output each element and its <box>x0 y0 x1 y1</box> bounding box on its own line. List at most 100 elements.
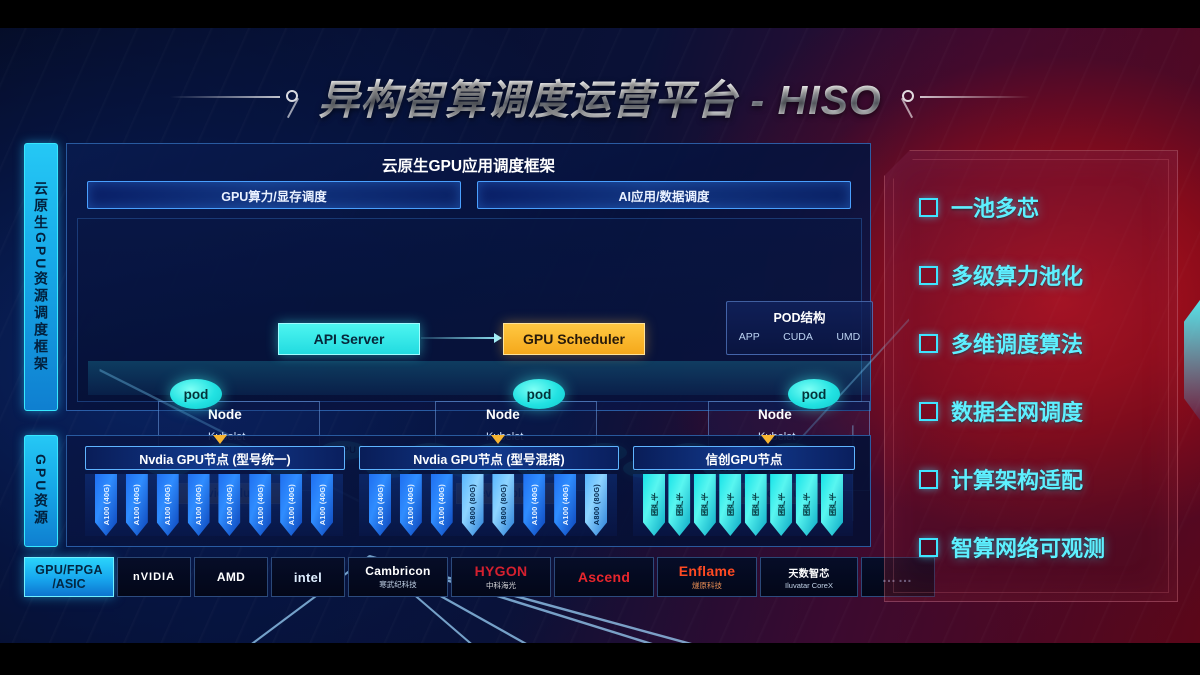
bar-ai-app-data[interactable]: AI应用/数据调度 <box>477 181 851 209</box>
vendor-logo-row: GPU/FPGA/ASIC nVIDIA AMD intel Cambricon 寒武纪科… <box>24 557 935 597</box>
framework-heading: 云原生GPU应用调度框架 <box>381 158 556 175</box>
pod-structure-box: POD结构 APP CUDA UMD <box>726 301 873 355</box>
vendor-logo[interactable]: AMD <box>194 557 268 597</box>
title-rule-left <box>170 96 280 98</box>
api-to-scheduler-arrow <box>421 333 502 343</box>
feature-item-3[interactable]: 多维调度算法 <box>919 327 1083 359</box>
vendor-logo[interactable]: Cambricon 寒武纪科技 <box>348 557 448 597</box>
vendor-name: nVIDIA <box>132 571 176 583</box>
gpu-card[interactable]: A100 (40G) <box>554 474 577 536</box>
gpu-node-bar-3[interactable]: 信创GPU节点 <box>633 446 855 470</box>
title-rule-right <box>920 96 1030 98</box>
vendor-subtitle: Iluvatar CoreX <box>785 580 833 590</box>
vendor-logo[interactable]: Enflame 燧原科技 <box>657 557 757 597</box>
pod-ellipse-2[interactable]: pod <box>513 379 565 409</box>
gpu-card[interactable]: A800 (80G) <box>492 474 515 536</box>
framework-top-bars: GPU算力/显存调度 AI应用/数据调度 <box>67 181 870 209</box>
gpu-card-label: A100 (40G) <box>255 484 265 526</box>
gpu-card[interactable]: 国产卡 <box>668 474 691 536</box>
vendor-name: Enflame <box>678 563 736 579</box>
vendor-logo[interactable]: Ascend <box>554 557 654 597</box>
checkbox-icon <box>919 265 938 285</box>
api-server-box[interactable]: API Server <box>278 323 420 355</box>
gpu-card[interactable]: A100 (40G) <box>187 474 210 536</box>
gpu-node-bar-1[interactable]: Nvdia GPU节点 (型号统一) <box>85 446 345 470</box>
feature-item-1[interactable]: 一池多芯 <box>919 191 1039 223</box>
gpu-resources-panel: Nvdia GPU节点 (型号统一) Nvdia GPU节点 (型号混搭) 信创… <box>66 435 871 547</box>
gpu-card-label: 国产卡 <box>725 493 735 517</box>
feature-panel-inner-border <box>893 159 1169 593</box>
checkbox-icon <box>919 333 938 353</box>
feature-list-panel: 一池多芯多级算力池化多维调度算法数据全网调度计算架构适配智算网络可观测 <box>884 150 1178 602</box>
page-title: 异构智算调度运营平台 - HISO <box>318 66 882 126</box>
gpu-card[interactable]: A100 (40G) <box>95 474 117 536</box>
vendor-logo[interactable]: intel <box>271 557 345 597</box>
vendor-subtitle: 寒武纪科技 <box>379 580 417 589</box>
right-edge-accent <box>1184 300 1200 420</box>
gpu-scheduler-box[interactable]: GPU Scheduler <box>503 323 645 355</box>
vendor-category-label: GPU/FPGA/ASIC <box>24 557 114 597</box>
pod-ellipse-1[interactable]: pod <box>170 379 222 409</box>
vendor-logo[interactable]: 天数智芯 Iluvatar CoreX <box>760 557 858 597</box>
gpu-card[interactable]: A100 (40G) <box>430 474 453 536</box>
pod-structure-title: POD结构 <box>773 311 826 325</box>
vendor-logo[interactable]: nVIDIA <box>117 557 191 597</box>
gpu-card-label: A800 (80G) <box>591 484 601 526</box>
title-dot-right-icon <box>902 90 914 102</box>
gpu-card[interactable]: 国产卡 <box>744 474 767 536</box>
gpu-card[interactable]: A100 (40G) <box>311 474 333 536</box>
feature-item-4[interactable]: 数据全网调度 <box>919 395 1083 427</box>
bar-gpu-compute-memory[interactable]: GPU算力/显存调度 <box>87 181 461 209</box>
letterbox-bottom <box>0 643 1200 675</box>
gpu-card[interactable]: A100 (40G) <box>369 474 391 536</box>
gpu-card[interactable]: A100 (40G) <box>218 474 241 536</box>
gpu-card-label: A100 (40G) <box>286 484 296 526</box>
gpu-card[interactable]: A100 (40G) <box>523 474 546 536</box>
gpu-card[interactable]: A800 (80G) <box>461 474 484 536</box>
arrow-down-2-icon <box>491 435 505 444</box>
pod-layer-app: APP <box>738 331 760 343</box>
gpu-card[interactable]: A800 (80G) <box>585 474 607 536</box>
gpu-card-label: A100 (40G) <box>101 484 111 526</box>
gpu-card-label: A100 (40G) <box>132 484 142 526</box>
gpu-card[interactable]: 国产卡 <box>821 474 843 536</box>
gpu-card-label: 国产卡 <box>751 493 761 517</box>
vendor-name: Ascend <box>577 569 631 585</box>
gpu-card[interactable]: 国产卡 <box>693 474 716 536</box>
gpu-card[interactable]: A100 (40G) <box>249 474 272 536</box>
gpu-card[interactable]: A100 (40G) <box>399 474 422 536</box>
gpu-card[interactable]: 国产卡 <box>795 474 818 536</box>
gpu-card[interactable]: A100 (40G) <box>125 474 148 536</box>
pod-ellipse-3[interactable]: pod <box>788 379 840 409</box>
gpu-node-bar-2[interactable]: Nvdia GPU节点 (型号混搭) <box>359 446 619 470</box>
vendor-more[interactable]: …… <box>861 557 935 597</box>
rail-label-framework: 云原生GPU资源调度框架 <box>24 143 58 411</box>
feature-item-6[interactable]: 智算网络可观测 <box>919 531 1105 563</box>
gpu-card[interactable]: 国产卡 <box>643 474 665 536</box>
gpu-card[interactable]: A100 (40G) <box>280 474 303 536</box>
feature-item-2[interactable]: 多级算力池化 <box>919 259 1083 291</box>
feature-label: 一池多芯 <box>951 196 1040 221</box>
gpu-card-label: 国产卡 <box>649 493 659 517</box>
node-title-2: Node <box>486 407 520 422</box>
feature-label: 计算架构适配 <box>951 468 1084 493</box>
vendor-name: 天数智芯 <box>788 568 830 580</box>
gpu-card-label: A100 (40G) <box>375 484 385 526</box>
pod-layer-cuda: CUDA <box>783 331 813 343</box>
gpu-card[interactable]: 国产卡 <box>770 474 793 536</box>
gpu-card-label: A100 (40G) <box>406 484 416 526</box>
gpu-card-label: A800 (80G) <box>498 484 508 526</box>
vendor-name: GPU/FPGA <box>35 563 103 577</box>
gpu-card-label: A100 (40G) <box>529 484 539 526</box>
feature-item-5[interactable]: 计算架构适配 <box>919 463 1083 495</box>
gpu-card-label: 国产卡 <box>802 493 812 517</box>
gpu-card[interactable]: 国产卡 <box>719 474 742 536</box>
feature-label: 多维调度算法 <box>951 332 1084 357</box>
gpu-card-label: 国产卡 <box>776 493 786 517</box>
vendor-name: AMD <box>216 570 246 584</box>
gpu-card-label: A100 (40G) <box>437 484 447 526</box>
vendor-name: HYGON <box>474 563 528 579</box>
vendor-logo[interactable]: HYGON 中科海光 <box>451 557 551 597</box>
gpu-card[interactable]: A100 (40G) <box>156 474 179 536</box>
gpu-card-label: A100 (40G) <box>560 484 570 526</box>
